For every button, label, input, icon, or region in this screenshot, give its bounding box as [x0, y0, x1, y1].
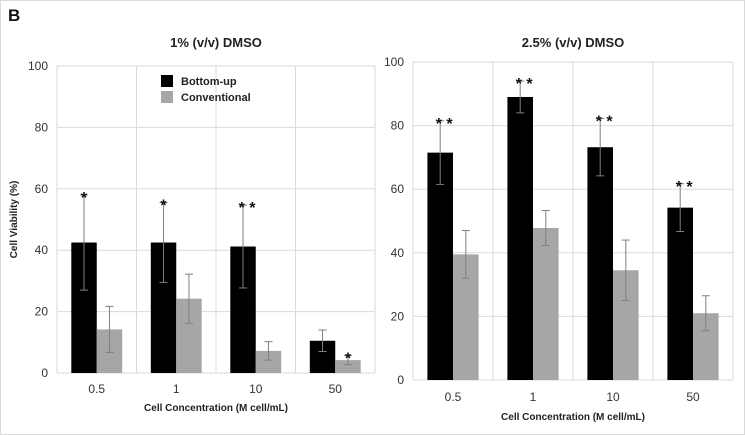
y-tick-label: 60 [35, 182, 49, 196]
significance-marker: * [81, 190, 88, 207]
x-axis-label: Cell Concentration (M cell/mL) [501, 412, 645, 423]
x-tick-label: 10 [249, 382, 263, 396]
panel-label: B [8, 6, 21, 25]
y-tick-label: 80 [35, 120, 49, 134]
x-tick-label: 0.5 [445, 390, 462, 404]
chart-2: 2.5% (v/v) DMSO 0 20 40 60 80 100 * * 0.5 * * 1 * *… [384, 35, 734, 423]
y-tick-label: 20 [391, 309, 405, 323]
significance-marker: * * [239, 200, 257, 217]
x-tick-label: 1 [530, 390, 537, 404]
y-tick-label: 0 [41, 366, 48, 380]
significance-marker: * * [596, 114, 614, 131]
legend-swatch-bottom-up [161, 75, 173, 87]
significance-marker: * [345, 351, 352, 368]
y-tick-label: 100 [28, 59, 48, 73]
legend-label-conventional: Conventional [181, 92, 251, 104]
bar-bottom-up-50 [667, 207, 693, 380]
bar-bottom-up-1 [507, 96, 533, 380]
significance-marker: * * [676, 179, 694, 196]
legend-swatch-conventional [161, 91, 173, 103]
x-tick-label: 50 [686, 390, 700, 404]
chart-title: 1% (v/v) DMSO [170, 35, 262, 50]
x-tick-label: 0.5 [88, 382, 105, 396]
y-tick-label: 60 [391, 182, 405, 196]
significance-marker: * [160, 198, 167, 215]
x-axis-label: Cell Concentration (M cell/mL) [144, 403, 288, 414]
legend-label-bottom-up: Bottom-up [181, 76, 237, 88]
legend: Bottom-up Conventional [161, 75, 251, 104]
y-tick-label: 80 [391, 119, 405, 133]
bar-bottom-up-10 [587, 147, 613, 380]
bar-bottom-up-0.5 [427, 152, 453, 380]
bar-conventional-1 [533, 227, 559, 380]
x-tick-label: 50 [329, 382, 343, 396]
bar-conventional-50 [335, 360, 361, 373]
y-axis-label: Cell Viability (%) [9, 181, 20, 259]
chart-title: 2.5% (v/v) DMSO [522, 35, 625, 50]
x-tick-label: 1 [173, 382, 180, 396]
y-tick-label: 40 [35, 243, 49, 257]
bar-conventional-10 [255, 350, 282, 373]
y-tick-label: 20 [35, 305, 49, 319]
y-tick-label: 40 [391, 246, 405, 260]
y-tick-label: 100 [384, 55, 404, 69]
y-tick-label: 0 [397, 373, 404, 387]
significance-marker: * * [436, 116, 454, 133]
significance-marker: * * [516, 76, 534, 93]
x-tick-label: 10 [606, 390, 620, 404]
